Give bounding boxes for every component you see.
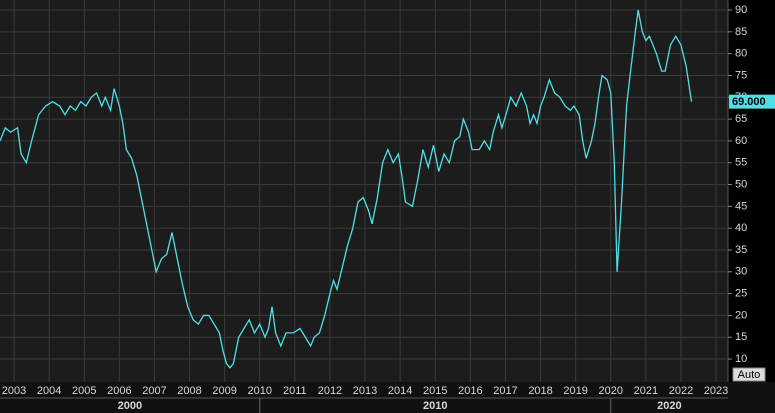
x-tick-label: 2016: [458, 385, 482, 397]
y-tick-label: 20: [735, 309, 747, 321]
y-tick-label: 80: [735, 48, 747, 60]
y-tick-label: 75: [735, 69, 747, 81]
y-tick-label: 10: [735, 353, 747, 365]
x-tick-label: 2012: [318, 385, 342, 397]
y-tick-label: 60: [735, 135, 747, 147]
autoscale-button[interactable]: [732, 367, 766, 382]
last-value-label: 69.000: [732, 96, 766, 108]
x-tick-label: 2009: [212, 385, 236, 397]
y-tick-label: 40: [735, 222, 747, 234]
y-tick-label: 15: [735, 331, 747, 343]
x-tick-label: 2017: [493, 385, 517, 397]
x-tick-label: 2022: [669, 385, 693, 397]
last-value-box: [729, 94, 775, 109]
x-tick-label: 2007: [142, 385, 166, 397]
x-tick-label: 2011: [283, 385, 307, 397]
x-group-label: 2010: [423, 400, 447, 412]
x-group-label: 2000: [118, 400, 142, 412]
y-tick-label: 25: [735, 288, 747, 300]
x-tick-label: 2021: [634, 385, 658, 397]
x-tick-label: 2020: [599, 385, 623, 397]
x-tick-label: 2013: [353, 385, 377, 397]
plot-area: [0, 0, 728, 382]
y-tick-label: 35: [735, 244, 747, 256]
y-tick-label: 90: [735, 4, 747, 16]
x-group-label: 2020: [657, 400, 681, 412]
x-tick-label: 2008: [177, 385, 201, 397]
data-line: [0, 9, 693, 369]
y-tick-label: 30: [735, 266, 747, 278]
x-tick-label: 2006: [107, 385, 131, 397]
x-tick-label: 2004: [37, 385, 61, 397]
x-tick-label: 2018: [528, 385, 552, 397]
x-tick-label: 2023: [704, 385, 728, 397]
x-tick-label: 2015: [423, 385, 447, 397]
x-tick-label: 2014: [388, 385, 412, 397]
x-tick-label: 2005: [72, 385, 96, 397]
y-tick-label: 50: [735, 178, 747, 190]
x-tick-label: 2010: [248, 385, 272, 397]
autoscale-label[interactable]: Auto: [738, 369, 761, 381]
y-tick-label: 45: [735, 200, 747, 212]
y-tick-label: 65: [735, 113, 747, 125]
y-tick-label: 85: [735, 26, 747, 38]
y-tick-label: 55: [735, 157, 747, 169]
x-tick-label: 2003: [2, 385, 26, 397]
x-tick-label: 2019: [563, 385, 587, 397]
